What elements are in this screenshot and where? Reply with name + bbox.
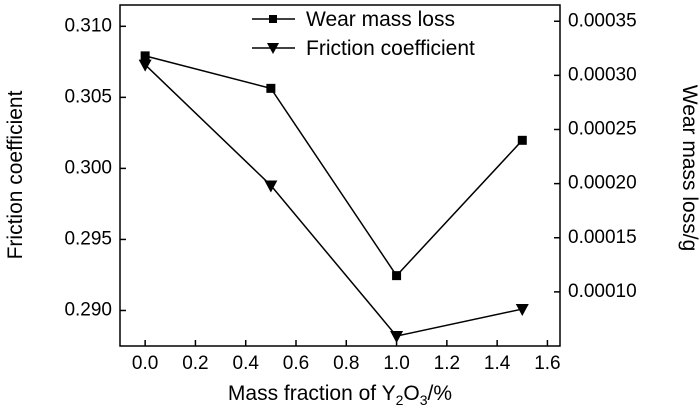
y-left-tick-label: 0.295 <box>64 228 112 249</box>
x-tick-label: 0.2 <box>182 353 208 374</box>
y-axis-right: 0.00010 0.00015 0.00020 0.00025 0.00030 0.000… <box>554 10 637 302</box>
data-point-friction-coefficient <box>264 180 278 193</box>
y-left-tick-label: 0.300 <box>64 157 112 178</box>
x-tick-label: 0.6 <box>283 353 309 374</box>
legend-triangle-marker <box>267 43 279 54</box>
data-point-wear-mass-loss <box>140 51 150 61</box>
y-right-tick-label: 0.00010 <box>568 281 637 302</box>
data-point-friction-coefficient <box>138 59 152 72</box>
data-point-friction-coefficient <box>515 304 529 317</box>
x-tick-label: 1.6 <box>534 353 560 374</box>
legend-label-wear-mass-loss: Wear mass loss <box>306 8 455 31</box>
data-point-wear-mass-loss <box>517 135 527 145</box>
y-axis-right-title: Wear mass loss/g <box>678 85 700 252</box>
x-tick-label: 0.0 <box>132 353 158 374</box>
plot-area-frame <box>119 4 561 347</box>
y-left-tick-label: 0.290 <box>64 299 112 320</box>
data-point-wear-mass-loss <box>392 271 402 281</box>
series-line-friction-coefficient <box>144 64 523 337</box>
y-axis-left-title: Friction coefficient <box>4 90 27 259</box>
y-right-tick-label: 0.00025 <box>568 119 637 140</box>
x-axis: 0.0 0.2 0.4 0.6 0.8 1.0 1.2 1.4 1.6 <box>132 340 561 374</box>
y-right-tick-label: 0.00020 <box>568 173 637 194</box>
x-tick-label: 0.8 <box>333 353 359 374</box>
y-right-tick-label: 0.00035 <box>568 10 637 31</box>
x-tick-label: 0.4 <box>233 353 260 374</box>
legend-label-friction-coefficient: Friction coefficient <box>306 37 475 60</box>
legend: Wear mass loss Friction coefficient <box>252 8 475 60</box>
x-tick-label: 1.0 <box>383 353 409 374</box>
data-point-wear-mass-loss <box>266 83 276 93</box>
legend-square-marker <box>269 15 277 23</box>
x-tick-label: 1.4 <box>484 353 511 374</box>
series-layer <box>138 51 529 344</box>
x-tick-label: 1.2 <box>434 353 460 374</box>
x-axis-title: Mass fraction of Y2O3/% <box>228 382 452 408</box>
data-point-friction-coefficient <box>390 331 404 344</box>
y-left-tick-label: 0.305 <box>64 86 112 107</box>
y-right-tick-label: 0.00015 <box>568 227 637 248</box>
y-axis-left: 0.290 0.295 0.300 0.305 0.310 <box>64 15 126 320</box>
series-line-wear-mass-loss <box>144 55 523 277</box>
y-right-tick-label: 0.00030 <box>568 64 637 85</box>
y-left-tick-label: 0.310 <box>64 15 112 36</box>
